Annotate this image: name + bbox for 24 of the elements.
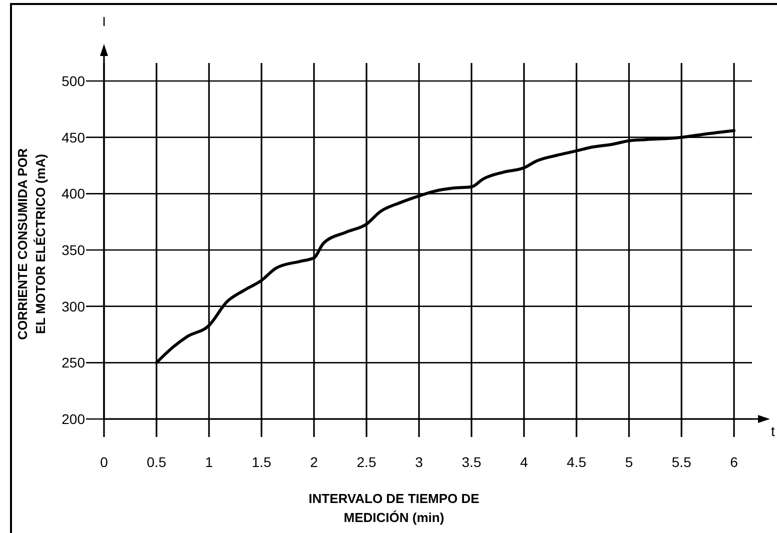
x-tick-label: 0	[100, 454, 108, 470]
x-tick-label: 3	[415, 454, 424, 470]
x-tick-label: 3.5	[462, 454, 482, 470]
x-tick-label: 5.5	[672, 454, 692, 470]
text: I	[102, 14, 106, 29]
x-tick-label: 1	[205, 454, 214, 470]
x-tick-label: 4	[520, 454, 528, 470]
y-tick-label: 250	[62, 354, 86, 371]
text: t	[771, 423, 776, 439]
x-tick-label: 5	[625, 454, 634, 470]
x-tick-label: 4.5	[566, 454, 586, 470]
x-tick-label: 0.5	[146, 454, 166, 470]
y-tick-label: 500	[62, 73, 86, 89]
y-tick-label: 200	[62, 411, 86, 427]
y-tick-label: 400	[62, 186, 86, 202]
y-tick-label: 350	[62, 242, 86, 258]
x-tick-label: 6	[730, 454, 738, 470]
x-tick-label: 2.5	[356, 454, 376, 470]
y-tick-label: 300	[62, 298, 86, 314]
x-tick-label: 2	[310, 454, 318, 470]
y-axis-title: CORRIENTE CONSUMIDA POR EL MOTOR ELÉCTRICO (mA)	[15, 148, 48, 340]
x-tick-label: 1.5	[252, 454, 272, 470]
y-tick-label: 450	[62, 129, 86, 146]
x-axis-title: INTERVALO DE TIEMPO DE MEDICIÓN (min)	[308, 491, 480, 525]
